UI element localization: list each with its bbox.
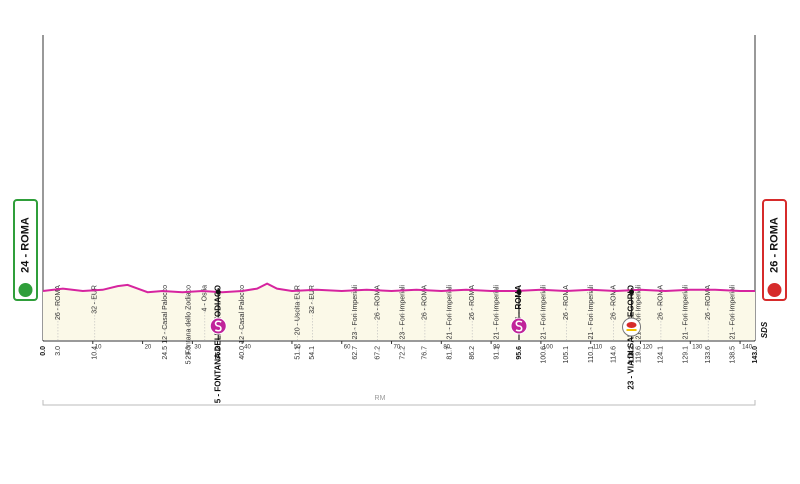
waypoint-km: 40.0 — [239, 346, 246, 360]
waypoint-name: 32 - EUR — [309, 285, 316, 314]
waypoint-km: 10.4 — [92, 346, 99, 360]
sprint-symbol — [515, 320, 523, 332]
x-tick-label: 140 — [742, 345, 753, 351]
x-tick-label: 50 — [294, 345, 301, 351]
bonus-bar — [626, 329, 637, 331]
logo: SDS — [760, 321, 769, 338]
waypoint-km: 129.1 — [683, 346, 690, 364]
waypoint-km: 81.7 — [447, 346, 454, 360]
waypoint-name: 26 - ROMA — [422, 285, 429, 320]
x-tick-label: 80 — [443, 345, 450, 351]
waypoint-km: 119.6 — [635, 346, 642, 363]
bonus-symbol — [626, 322, 637, 328]
waypoint-name: 26 - ROMA — [55, 285, 62, 320]
waypoint-name: 26 - ROMA — [563, 285, 570, 320]
waypoint-km: 29.3 — [186, 346, 193, 360]
waypoint-km: 35.2 — [215, 346, 222, 360]
waypoint-name: 26 - ROMA — [705, 285, 712, 320]
waypoint-name: 4 - Ostia — [202, 285, 209, 312]
start-icon — [18, 283, 33, 297]
x-tick-label: 110 — [593, 345, 603, 351]
x-tick-label: 30 — [194, 345, 201, 351]
waypoint-name: 26 - ROMA — [469, 285, 476, 320]
waypoint-name: 21 - Fori Imperiali — [683, 285, 690, 340]
x-tick-label: 40 — [244, 345, 251, 351]
profile-line — [42, 282, 755, 294]
waypoint-name: 5 - Fontana dello Zodiaco — [186, 285, 193, 364]
waypoint-name: 21 - Fori Imperiali — [588, 285, 595, 340]
waypoint-dot — [215, 289, 221, 295]
waypoint-km: 114.6 — [610, 346, 617, 363]
waypoint-km: 91.1 — [493, 346, 500, 360]
x-tick-label: 130 — [692, 345, 703, 351]
waypoint-km: 133.6 — [705, 346, 712, 364]
x-tick-label: 70 — [394, 345, 401, 351]
x-tick-label: 10 — [95, 345, 102, 351]
waypoint-km: 24.5 — [162, 346, 169, 360]
waypoint-name: 21 - Fori Imperiali — [729, 285, 736, 340]
x-tick-label: 100 — [543, 345, 554, 351]
finish-label: 26 - ROMA — [768, 217, 780, 273]
waypoint-km: 86.2 — [469, 346, 476, 360]
waypoint-name: 21 - Fori Imperiali — [541, 285, 548, 340]
waypoint-name: 23 - Fori Imperiali — [399, 285, 406, 340]
region-label: RM — [375, 395, 386, 402]
waypoint-km: 118.2 — [628, 346, 635, 363]
finish-icon — [767, 283, 782, 297]
waypoint-km: 0.0 — [40, 346, 47, 356]
waypoint-km: 100.6 — [541, 346, 548, 364]
waypoint-km: 105.1 — [563, 346, 570, 364]
waypoint-km: 62.7 — [352, 346, 359, 360]
waypoint-dot — [629, 289, 635, 295]
waypoint-km: 138.5 — [729, 346, 736, 364]
waypoint-km: 3.0 — [55, 346, 62, 356]
waypoint-km: 110.1 — [588, 346, 595, 363]
waypoint-km: 72.2 — [399, 346, 406, 360]
waypoint-name: 12 - Casal Palocco — [162, 285, 169, 344]
x-tick-label: 60 — [344, 345, 351, 351]
waypoint-km: 51.1 — [294, 346, 301, 360]
start-box — [13, 199, 38, 301]
waypoint-km: 124.1 — [658, 346, 665, 364]
x-tick-label: 90 — [493, 345, 500, 351]
finish-box — [762, 199, 787, 301]
waypoint-km: 95.6 — [516, 346, 523, 360]
waypoint-name: 12 - Casal Palocco — [239, 285, 246, 344]
waypoint-name: 26 - ROMA — [374, 285, 381, 320]
waypoint-km: 54.1 — [309, 346, 316, 360]
sprint-symbol — [214, 320, 222, 332]
waypoint-name: 21 - Fori Imperiali — [447, 285, 454, 340]
waypoint-name: 32 - EUR — [92, 285, 99, 314]
waypoint-name: 21 - Fori Imperiali — [493, 285, 500, 340]
waypoint-km: 67.2 — [374, 346, 381, 360]
waypoint-km: 76.7 — [422, 346, 429, 360]
x-tick-label: 20 — [145, 345, 152, 351]
waypoint-name: 5 - FONTANA DELLO ZODIACO — [213, 285, 222, 403]
waypoint-name: 21 - Fori Imperiali — [635, 285, 642, 340]
x-tick-label: 120 — [642, 345, 653, 351]
waypoint-name: 20 - Uscita EUR — [294, 285, 301, 335]
waypoint-km: 143.0 — [752, 346, 759, 364]
start-label: 24 - ROMA — [19, 217, 31, 273]
region-bracket — [42, 400, 756, 406]
waypoint-dot — [516, 289, 522, 295]
waypoint-name: 23 - VIA DI SAN GREGORIO — [627, 285, 636, 390]
waypoint-name: 26 - ROMA — [610, 285, 617, 320]
waypoint-name: 23 - Fori Imperiali — [352, 285, 359, 340]
waypoint-name: 26 - ROMA — [658, 285, 665, 320]
waypoint-name: 26 - ROMA — [514, 285, 523, 326]
